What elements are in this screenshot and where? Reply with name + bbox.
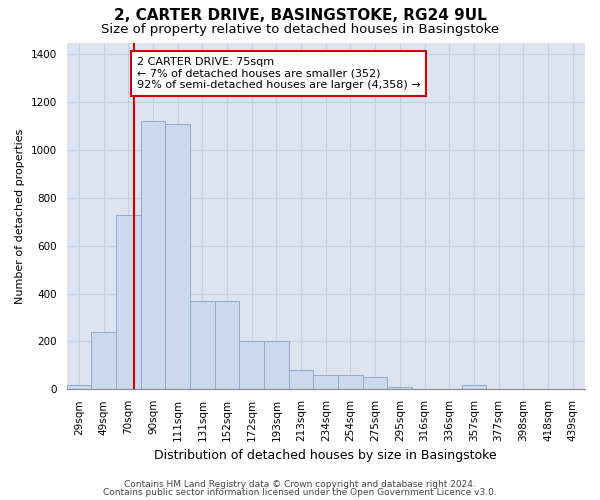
- Text: 2 CARTER DRIVE: 75sqm
← 7% of detached houses are smaller (352)
92% of semi-deta: 2 CARTER DRIVE: 75sqm ← 7% of detached h…: [137, 57, 421, 90]
- Bar: [264, 342, 289, 390]
- Bar: [91, 332, 116, 390]
- Text: Contains public sector information licensed under the Open Government Licence v3: Contains public sector information licen…: [103, 488, 497, 497]
- Bar: [190, 301, 215, 390]
- X-axis label: Distribution of detached houses by size in Basingstoke: Distribution of detached houses by size …: [154, 450, 497, 462]
- Bar: [363, 378, 388, 390]
- Bar: [388, 387, 412, 390]
- Text: Contains HM Land Registry data © Crown copyright and database right 2024.: Contains HM Land Registry data © Crown c…: [124, 480, 476, 489]
- Bar: [67, 384, 91, 390]
- Bar: [116, 214, 140, 390]
- Bar: [165, 124, 190, 390]
- Y-axis label: Number of detached properties: Number of detached properties: [15, 128, 25, 304]
- Bar: [461, 384, 486, 390]
- Bar: [313, 375, 338, 390]
- Bar: [215, 301, 239, 390]
- Bar: [239, 342, 264, 390]
- Bar: [140, 122, 165, 390]
- Bar: [289, 370, 313, 390]
- Bar: [338, 375, 363, 390]
- Text: Size of property relative to detached houses in Basingstoke: Size of property relative to detached ho…: [101, 22, 499, 36]
- Text: 2, CARTER DRIVE, BASINGSTOKE, RG24 9UL: 2, CARTER DRIVE, BASINGSTOKE, RG24 9UL: [113, 8, 487, 22]
